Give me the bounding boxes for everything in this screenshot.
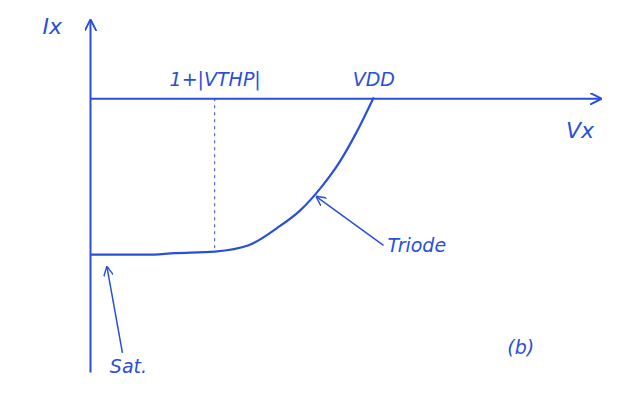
x-axis: 1+|VTHP| VDD [91,68,601,99]
x-tick: VDD [353,68,395,98]
annotation: Sat. [110,355,147,377]
y-axis-title: Ix [42,14,62,39]
annotation: Triode [388,234,447,256]
annotation: (b) [507,336,534,358]
chart: 1+|VTHP| VDD Ix Vx Triode Sat. (b) [0,0,621,393]
y-axis-line [90,21,92,373]
x-tick-label: VDD [353,68,395,90]
guide-line [214,98,215,251]
annotation-arrow [107,267,122,353]
annotation-arrow [317,197,384,246]
x-tick: 1+|VTHP| [170,68,261,98]
x-axis-title: Vx [566,118,595,143]
x-tick-label: 1+|VTHP| [170,68,261,91]
y-axis [90,21,91,373]
line [90,98,373,254]
x-axis-line [91,98,601,100]
plot-area [90,98,373,254]
